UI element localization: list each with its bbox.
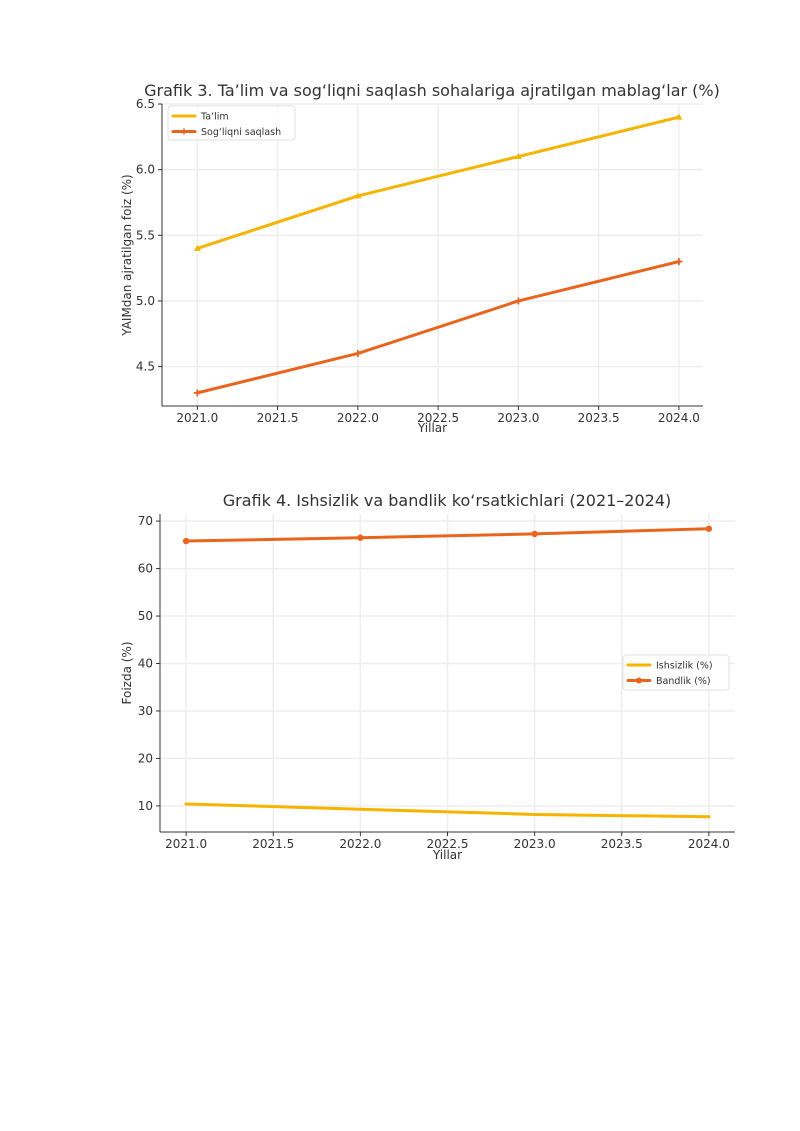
data-point bbox=[193, 389, 201, 397]
x-tick-label: 2023.0 bbox=[514, 837, 556, 851]
chart-title: Grafik 3. Ta’lim va sog‘liqni saqlash so… bbox=[144, 81, 720, 100]
legend: Ta’lim Sog‘liqni saqlash bbox=[167, 105, 296, 141]
x-tick-label: 2022.0 bbox=[337, 411, 379, 425]
y-axis-label: YAIMdan ajratilgan foiz (%) bbox=[120, 174, 134, 336]
y-tick-label: 5.5 bbox=[136, 228, 155, 242]
data-point bbox=[357, 534, 364, 541]
series-line bbox=[195, 260, 681, 395]
y-tick-label: 60 bbox=[138, 562, 153, 576]
legend-label: Bandlik (%) bbox=[656, 676, 711, 687]
y-tick-label: 20 bbox=[138, 751, 153, 765]
x-tick-label: 2021.0 bbox=[165, 837, 207, 851]
x-tick-label: 2023.5 bbox=[578, 411, 620, 425]
y-tick-label: 70 bbox=[138, 514, 153, 528]
x-tick-label: 2024.0 bbox=[688, 837, 730, 851]
y-tick-label: 4.5 bbox=[136, 360, 155, 374]
legend-label: Ishsizlik (%) bbox=[656, 661, 713, 672]
data-point bbox=[184, 802, 188, 806]
chart-2: 2021.0 2021.5 2022.0 2022.5 2023.0 2023.5 2024… bbox=[120, 491, 735, 862]
data-point bbox=[531, 530, 538, 538]
data-point bbox=[675, 258, 683, 266]
x-tick-label: 2022.5 bbox=[427, 837, 469, 851]
data-point bbox=[705, 525, 713, 532]
series-line bbox=[184, 527, 711, 543]
chart-title: Grafik 4. Ishsizlik va bandlik ko‘rsatki… bbox=[223, 491, 672, 510]
data-point bbox=[354, 349, 362, 357]
legend-label: Ta’lim bbox=[200, 112, 229, 123]
x-axis-label: Yillar bbox=[432, 848, 462, 862]
y-tick-label: 6.0 bbox=[136, 163, 155, 177]
data-point bbox=[675, 113, 683, 120]
legend-marker bbox=[181, 128, 187, 135]
x-tick-label: 2022.5 bbox=[417, 411, 459, 425]
y-tick-label: 10 bbox=[138, 799, 153, 813]
data-point bbox=[354, 192, 362, 199]
data-point bbox=[358, 807, 362, 811]
x-tick-label: 2023.5 bbox=[601, 837, 643, 851]
x-tick-label: 2024.0 bbox=[658, 411, 700, 425]
chart-1: 2021.0 2021.5 2022.0 2022.5 2023.0 2023.5 2024… bbox=[120, 81, 720, 435]
series-line bbox=[184, 802, 711, 819]
data-point bbox=[707, 815, 711, 819]
x-tick-label: 2021.5 bbox=[257, 411, 299, 425]
x-tick-label: 2021.0 bbox=[176, 411, 218, 425]
y-tick-label: 40 bbox=[138, 657, 153, 671]
x-tick-label: 2022.0 bbox=[339, 837, 381, 851]
y-tick-label: 5.0 bbox=[136, 294, 155, 308]
data-point bbox=[193, 244, 201, 251]
y-tick-label: 6.5 bbox=[136, 97, 155, 111]
x-tick-label: 2023.0 bbox=[497, 411, 539, 425]
y-axis-label: Foizda (%) bbox=[120, 642, 134, 705]
data-point bbox=[514, 297, 522, 305]
data-point bbox=[182, 537, 190, 545]
x-axis-label: Yillar bbox=[417, 421, 447, 435]
legend-label: Sog‘liqni saqlash bbox=[201, 127, 281, 138]
legend: Ishsizlik (%) Bandlik (%) bbox=[622, 654, 730, 691]
y-tick-label: 50 bbox=[138, 609, 153, 623]
data-point bbox=[533, 812, 537, 817]
legend-box bbox=[167, 105, 296, 141]
legend-marker bbox=[636, 677, 642, 684]
x-tick-label: 2021.5 bbox=[252, 837, 294, 851]
data-point bbox=[514, 153, 522, 160]
y-tick-label: 30 bbox=[138, 704, 153, 718]
series-line bbox=[195, 115, 681, 250]
